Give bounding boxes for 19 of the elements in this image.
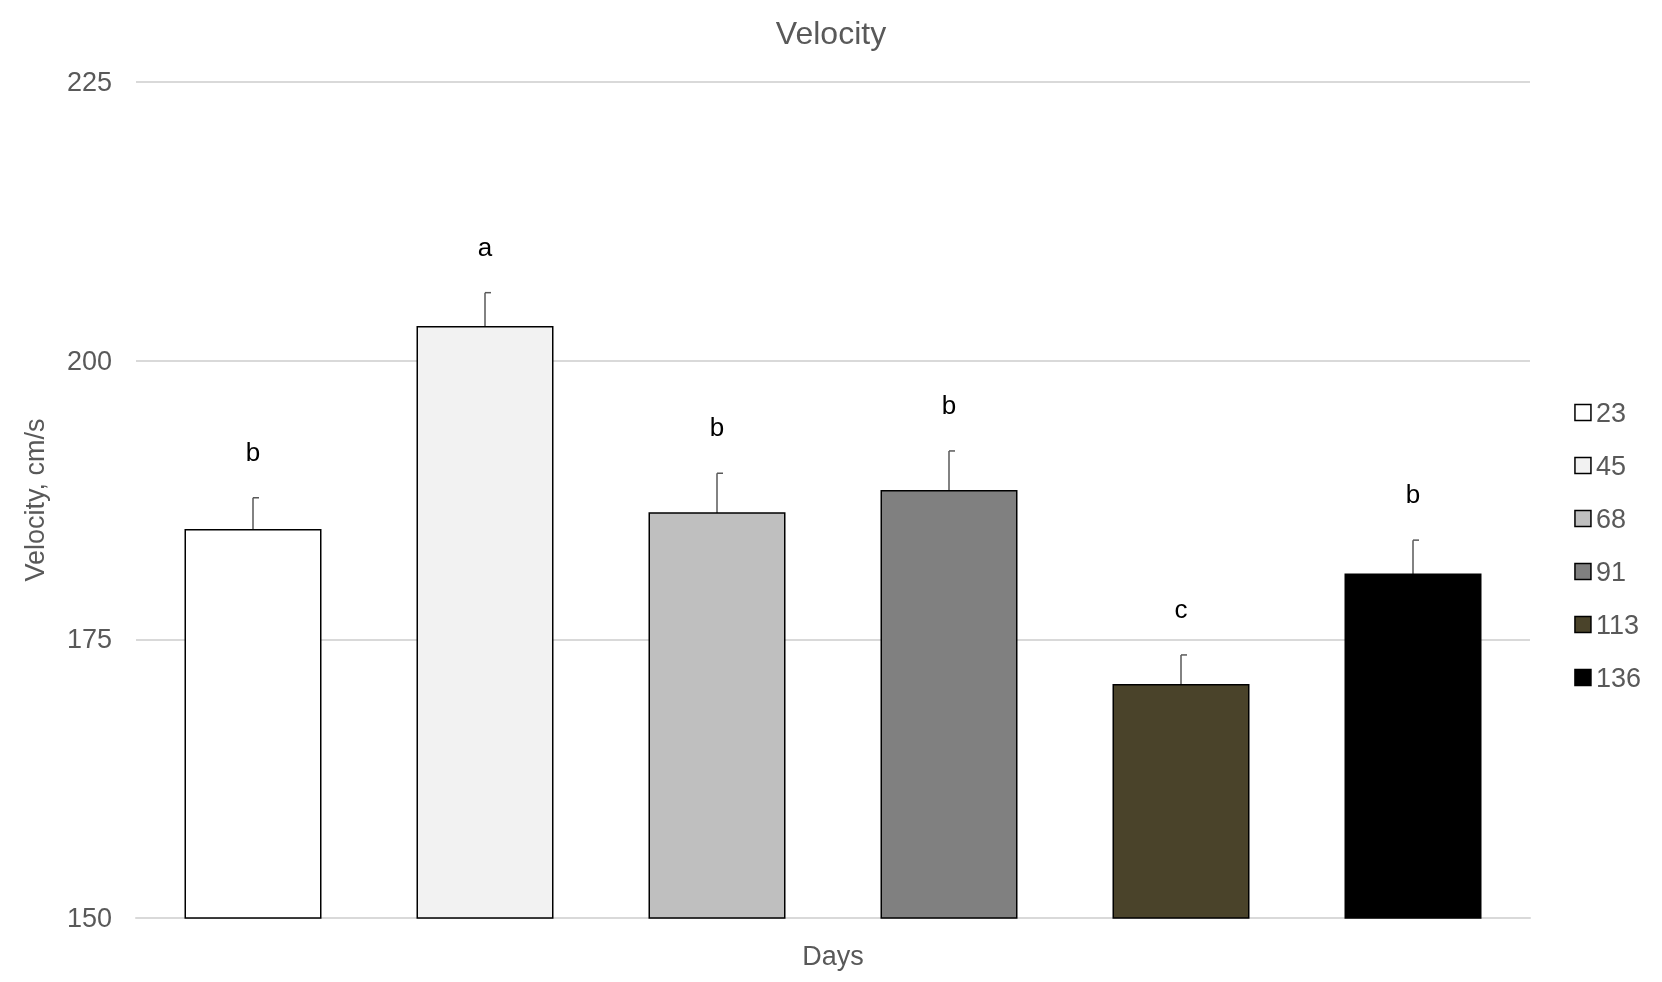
legend-label: 45 [1595,450,1626,481]
legend-label: 91 [1595,556,1626,587]
annotation: c [1174,593,1188,624]
chart-title: Velocity [775,15,887,51]
y-axis-title: Velocity, cm/s [19,418,50,582]
annotation: a [477,231,493,262]
legend-label: 113 [1595,609,1639,640]
annotation: b [709,412,725,443]
legend-label: 23 [1595,397,1626,428]
legend-label: 68 [1595,503,1626,534]
legend-label: 136 [1595,662,1642,693]
x-axis-title: Days [802,940,864,971]
y-tick-label: 225 [66,67,112,97]
y-tick-label: 200 [66,345,112,376]
annotation: b [941,389,957,420]
y-tick-label: 175 [66,624,112,655]
annotation: b [245,436,261,467]
annotation: b [1405,479,1421,510]
y-tick-label: 150 [66,903,112,933]
